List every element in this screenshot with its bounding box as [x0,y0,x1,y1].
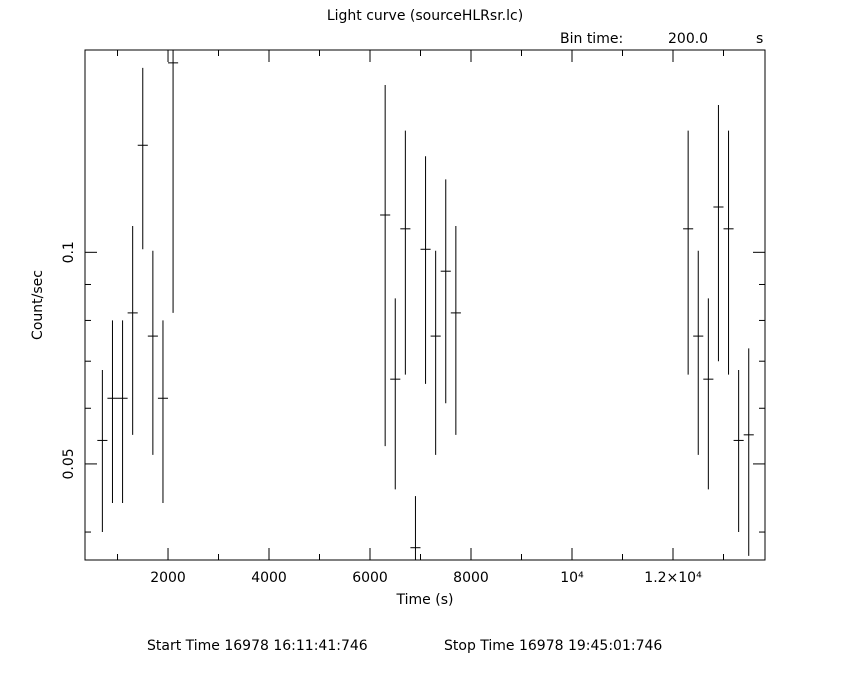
stop-time: Stop Time 16978 19:45:01:746 [444,638,662,654]
x-axis-label: Time (s) [396,592,454,608]
x-tick-label: 4000 [251,570,287,586]
y-tick-label: 0.05 [61,448,77,479]
bin-time-label: Bin time: [560,31,623,47]
y-tick-label: 0.1 [61,241,77,263]
x-tick-label: 8000 [453,570,489,586]
plot-area [97,50,754,560]
x-tick-label: 2000 [150,570,186,586]
y-axis-label: Count/sec [30,270,46,340]
chart-title: Light curve (sourceHLRsr.lc) [327,8,523,24]
x-tick-label: 6000 [352,570,388,586]
x-tick-label: 10⁴ [560,570,584,586]
x-tick-label: 1.2×10⁴ [644,570,702,586]
start-time: Start Time 16978 16:11:41:746 [147,638,368,654]
plot-frame [84,49,766,561]
bin-time-unit: s [756,31,763,47]
bin-time: 200.0 [668,31,708,47]
